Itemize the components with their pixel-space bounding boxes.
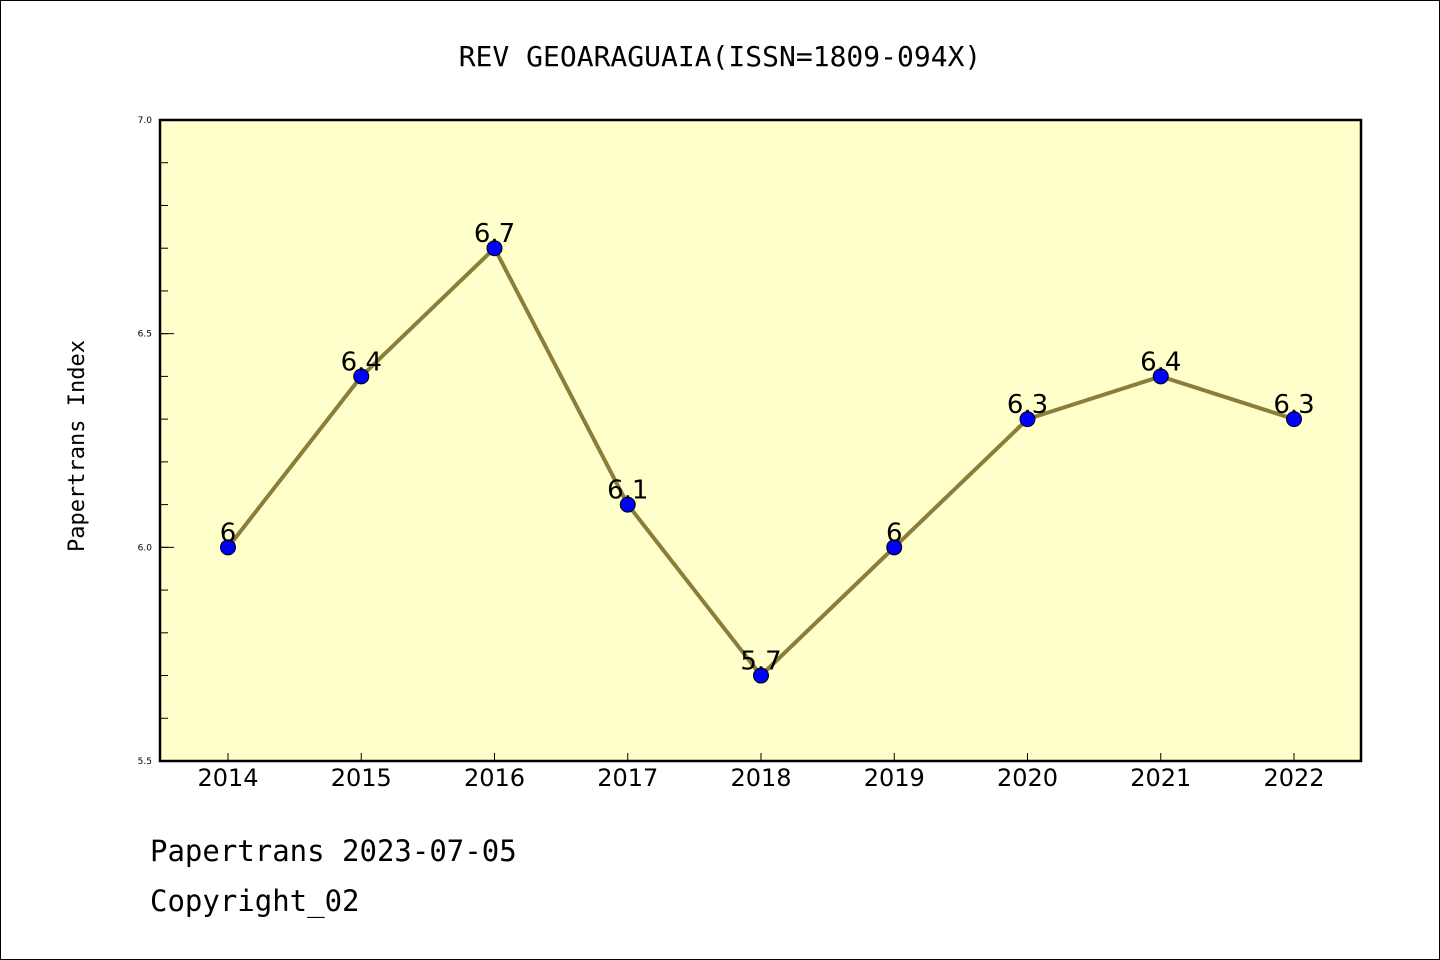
y-tick-label: 5.5 [138,757,152,767]
x-tick-label: 2016 [464,764,525,792]
data-label: 6.1 [607,476,648,506]
data-point [753,667,769,684]
data-label: 6.3 [1273,390,1314,420]
data-point [1286,411,1302,428]
plot-area [158,118,1363,763]
x-tick-label: 2022 [1263,764,1324,792]
x-tick-label: 2019 [864,764,925,792]
data-label: 6 [886,518,903,548]
data-point [486,240,503,257]
series-markers [220,240,1302,684]
y-tick-label: 6.0 [138,543,153,553]
data-labels: 6 6.4 6.7 6.1 5.7 6 6.3 6.4 6.3 [220,219,1315,676]
chart-title: REV GEOARAGUAIA(ISSN=1809-094X) [459,40,982,73]
data-point [353,368,370,385]
data-point [1152,368,1169,385]
data-label: 6.7 [474,219,515,249]
y-tick-label: 6.5 [138,330,152,340]
data-label: 6.4 [1140,347,1181,377]
x-tick-label: 2017 [597,764,658,792]
x-tick-label: 2021 [1130,764,1191,792]
data-label: 6.3 [1007,390,1048,420]
y-tick-label: 7.0 [138,116,153,126]
y-axis: 5.5 6.0 6.5 7.0 [138,116,174,767]
y-axis-label: Papertrans Index [65,340,90,552]
x-axis: 2014 2015 2016 2017 2018 2019 2020 2021 2022 [197,753,1325,792]
data-point [220,539,236,556]
x-tick-label: 2020 [997,764,1058,792]
data-label: 5.7 [740,647,781,677]
x-tick-label: 2014 [197,764,258,792]
data-point [619,496,636,513]
footer-copyright: Copyright_02 [150,884,360,918]
data-point [1019,411,1036,428]
footer-date: Papertrans 2023-07-05 [150,834,517,868]
x-tick-label: 2018 [730,764,791,792]
data-label: 6 [220,518,237,548]
data-point [886,539,903,556]
x-tick-label: 2015 [331,764,392,792]
data-label: 6.4 [341,347,382,377]
